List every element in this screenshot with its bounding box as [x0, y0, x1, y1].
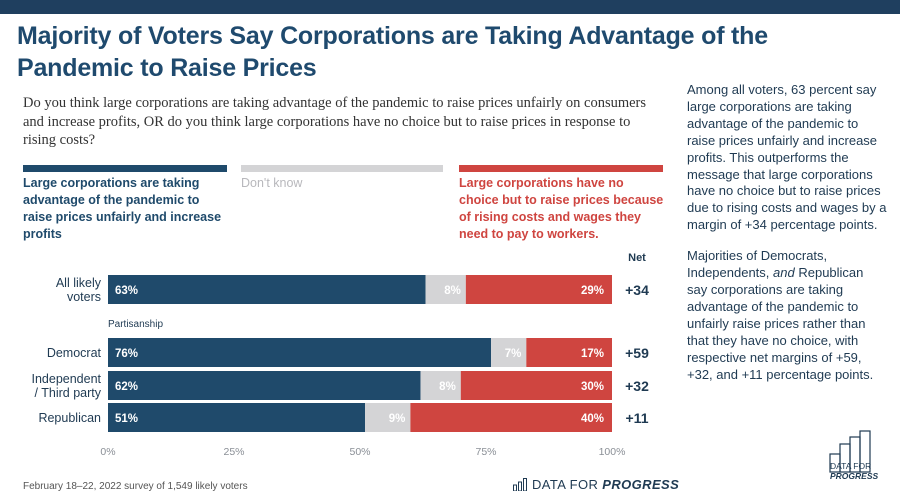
bar-2-series-1: [420, 371, 461, 400]
category-label-2: Independent / Third party: [31, 372, 101, 400]
legend-swatch-advantage: [23, 165, 227, 172]
x-tick-4: 100%: [599, 446, 626, 458]
category-label-1: Democrat: [47, 346, 102, 360]
bar-3-series-1: [365, 403, 411, 432]
data-label-1-series-2: 17%: [581, 348, 604, 360]
category-label-0: All likely voters: [56, 276, 102, 304]
bar-0-series-2: [465, 275, 612, 304]
brand-bold: PROGRESS: [602, 477, 680, 492]
sidebar-paragraph-2: Majorities of Democrats, Independents, a…: [687, 248, 887, 383]
stacked-bar-chart: Net Partisanship All likely voters Democrat I…: [31, 252, 649, 458]
data-label-3-series-1: 9%: [389, 413, 406, 425]
bar-1-series-1: [491, 338, 527, 367]
data-for-progress-logo-icon: [829, 430, 871, 473]
data-label-0-series-0: 63%: [115, 285, 138, 297]
top-accent-bar: [0, 0, 900, 14]
net-value-0: +34: [625, 282, 649, 298]
sidebar-paragraph-1: Among all voters, 63 percent say large c…: [687, 82, 887, 233]
category-label-3: Republican: [38, 411, 101, 425]
net-header: Net: [628, 252, 646, 264]
data-label-3-series-2: 40%: [581, 413, 604, 425]
net-value-1: +59: [625, 345, 649, 361]
sidebar-paragraph-2-emphasis: and: [773, 265, 795, 281]
sidebar-commentary: Among all voters, 63 percent say large c…: [687, 82, 887, 383]
survey-question: Do you think large corporations are taki…: [23, 95, 647, 148]
bar-3-series-2: [410, 403, 612, 432]
group-label-partisanship: Partisanship: [108, 319, 163, 330]
legend-label-no-choice: Large corporations have no choice but to…: [459, 176, 664, 241]
bar-3-series-0: [108, 403, 366, 432]
legend-label-dont-know: Don't know: [241, 176, 303, 190]
x-tick-2: 50%: [349, 446, 370, 458]
data-label-1-series-1: 7%: [505, 348, 522, 360]
data-label-0-series-1: 8%: [444, 285, 461, 297]
bar-1-series-2: [526, 338, 612, 367]
data-label-0-series-2: 29%: [581, 285, 604, 297]
data-label-1-series-0: 76%: [115, 348, 138, 360]
bar-0-series-0: [108, 275, 426, 304]
sidebar-paragraph-2-end: Republican say corporations are taking a…: [687, 265, 874, 382]
bar-0-series-1: [425, 275, 466, 304]
bar-2-series-2: [460, 371, 612, 400]
bar-2-series-0: [108, 371, 421, 400]
data-label-3-series-0: 51%: [115, 413, 138, 425]
data-label-2-series-0: 62%: [115, 381, 138, 393]
logo-line-1: DATA FOR: [830, 461, 872, 471]
brand-prefix: DATA FOR: [532, 477, 599, 492]
net-value-2: +32: [625, 378, 649, 394]
brand-wordmark: DATA FOR PROGRESS: [513, 477, 679, 492]
x-tick-3: 75%: [475, 446, 496, 458]
sidebar-paragraph-2-start: Majorities of Democrats, Independents,: [687, 248, 828, 281]
legend-swatch-no-choice: [459, 165, 663, 172]
logo-wordmark: DATA FOR PROGRESS: [830, 461, 879, 481]
x-tick-1: 25%: [223, 446, 244, 458]
legend-label-advantage: Large corporations are taking advantage …: [23, 176, 222, 241]
logo-line-2: PROGRESS: [830, 470, 879, 481]
x-tick-0: 0%: [100, 446, 115, 458]
bar-chart-icon: [513, 478, 527, 491]
bar-1-series-0: [108, 338, 492, 367]
legend-swatch-dont-know: [241, 165, 443, 172]
data-label-2-series-2: 30%: [581, 381, 604, 393]
data-label-2-series-1: 8%: [439, 381, 456, 393]
survey-source-note: February 18–22, 2022 survey of 1,549 lik…: [23, 481, 248, 492]
chart-title: Majority of Voters Say Corporations are …: [17, 22, 768, 82]
net-value-3: +11: [626, 410, 649, 426]
